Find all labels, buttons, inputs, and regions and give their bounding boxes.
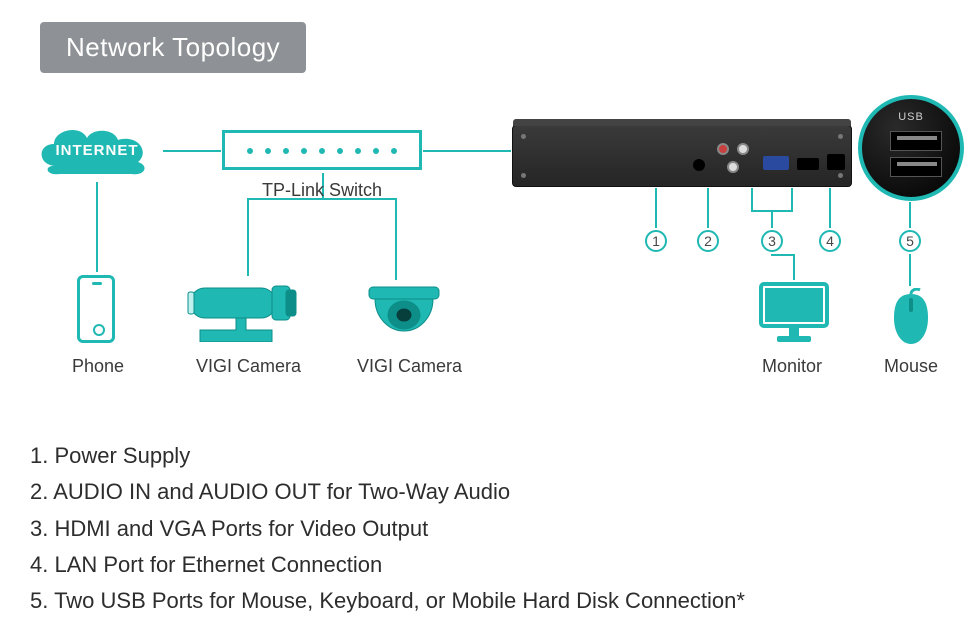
cam2-label: VIGI Camera <box>357 356 462 377</box>
dome-camera-icon <box>365 285 443 343</box>
port-callout-4: 4 <box>819 230 841 252</box>
port-callout-3: 3 <box>761 230 783 252</box>
phone-icon <box>77 275 115 343</box>
usb-zoom-label: USB <box>862 111 960 123</box>
mouse-label: Mouse <box>884 356 938 377</box>
list-item: 2. AUDIO IN and AUDIO OUT for Two-Way Au… <box>30 474 745 510</box>
list-item: 5. Two USB Ports for Mouse, Keyboard, or… <box>30 583 745 619</box>
callout-line-3down <box>771 210 773 228</box>
topology-diagram: INTERNET TP-Link Switch USB 1 2 3 4 5 Ph… <box>0 0 980 440</box>
port-callout-5: 5 <box>899 230 921 252</box>
port-hdmi-icon <box>797 158 819 170</box>
link-switch-cam1 <box>247 198 249 276</box>
callout-line-5 <box>909 202 911 228</box>
link-cloud-switch <box>163 150 221 152</box>
callout-line-4 <box>829 188 831 228</box>
link-switch-cam2 <box>395 198 397 280</box>
usb-zoom-circle: USB <box>858 95 964 201</box>
port-callout-2: 2 <box>697 230 719 252</box>
port-dc-icon <box>693 159 705 171</box>
link-monitor-h <box>771 254 795 256</box>
usb-port-icon <box>890 131 942 151</box>
port-vga-icon <box>763 156 789 170</box>
tplink-switch <box>222 130 422 170</box>
callout-line-3a <box>751 188 753 212</box>
link-cloud-phone <box>96 182 98 272</box>
port-audio-in-icon <box>717 143 729 155</box>
usb-port-icon <box>890 157 942 177</box>
mouse-icon <box>890 288 932 346</box>
monitor-icon <box>759 282 829 344</box>
link-switch-nvr <box>423 150 511 152</box>
callout-line-3b <box>791 188 793 212</box>
internet-cloud: INTERNET <box>32 122 162 178</box>
list-item: 1. Power Supply <box>30 438 745 474</box>
port-audio-out-icon <box>737 143 749 155</box>
phone-label: Phone <box>72 356 124 377</box>
bullet-camera-icon <box>180 280 310 342</box>
port-lan-icon <box>827 154 845 170</box>
cam1-label: VIGI Camera <box>196 356 301 377</box>
nvr-device <box>512 125 852 187</box>
switch-label: TP-Link Switch <box>262 180 382 201</box>
link-monitor <box>793 254 795 280</box>
list-item: 3. HDMI and VGA Ports for Video Output <box>30 511 745 547</box>
monitor-label: Monitor <box>762 356 822 377</box>
list-item: 4. LAN Port for Ethernet Connection <box>30 547 745 583</box>
switch-ports <box>225 133 419 154</box>
port-legend-list: 1. Power Supply 2. AUDIO IN and AUDIO OU… <box>30 438 745 619</box>
internet-label: INTERNET <box>32 122 162 178</box>
callout-line-2 <box>707 188 709 228</box>
port-callout-1: 1 <box>645 230 667 252</box>
port-audio-icon <box>727 161 739 173</box>
link-mouse <box>909 254 911 286</box>
callout-line-1 <box>655 188 657 228</box>
